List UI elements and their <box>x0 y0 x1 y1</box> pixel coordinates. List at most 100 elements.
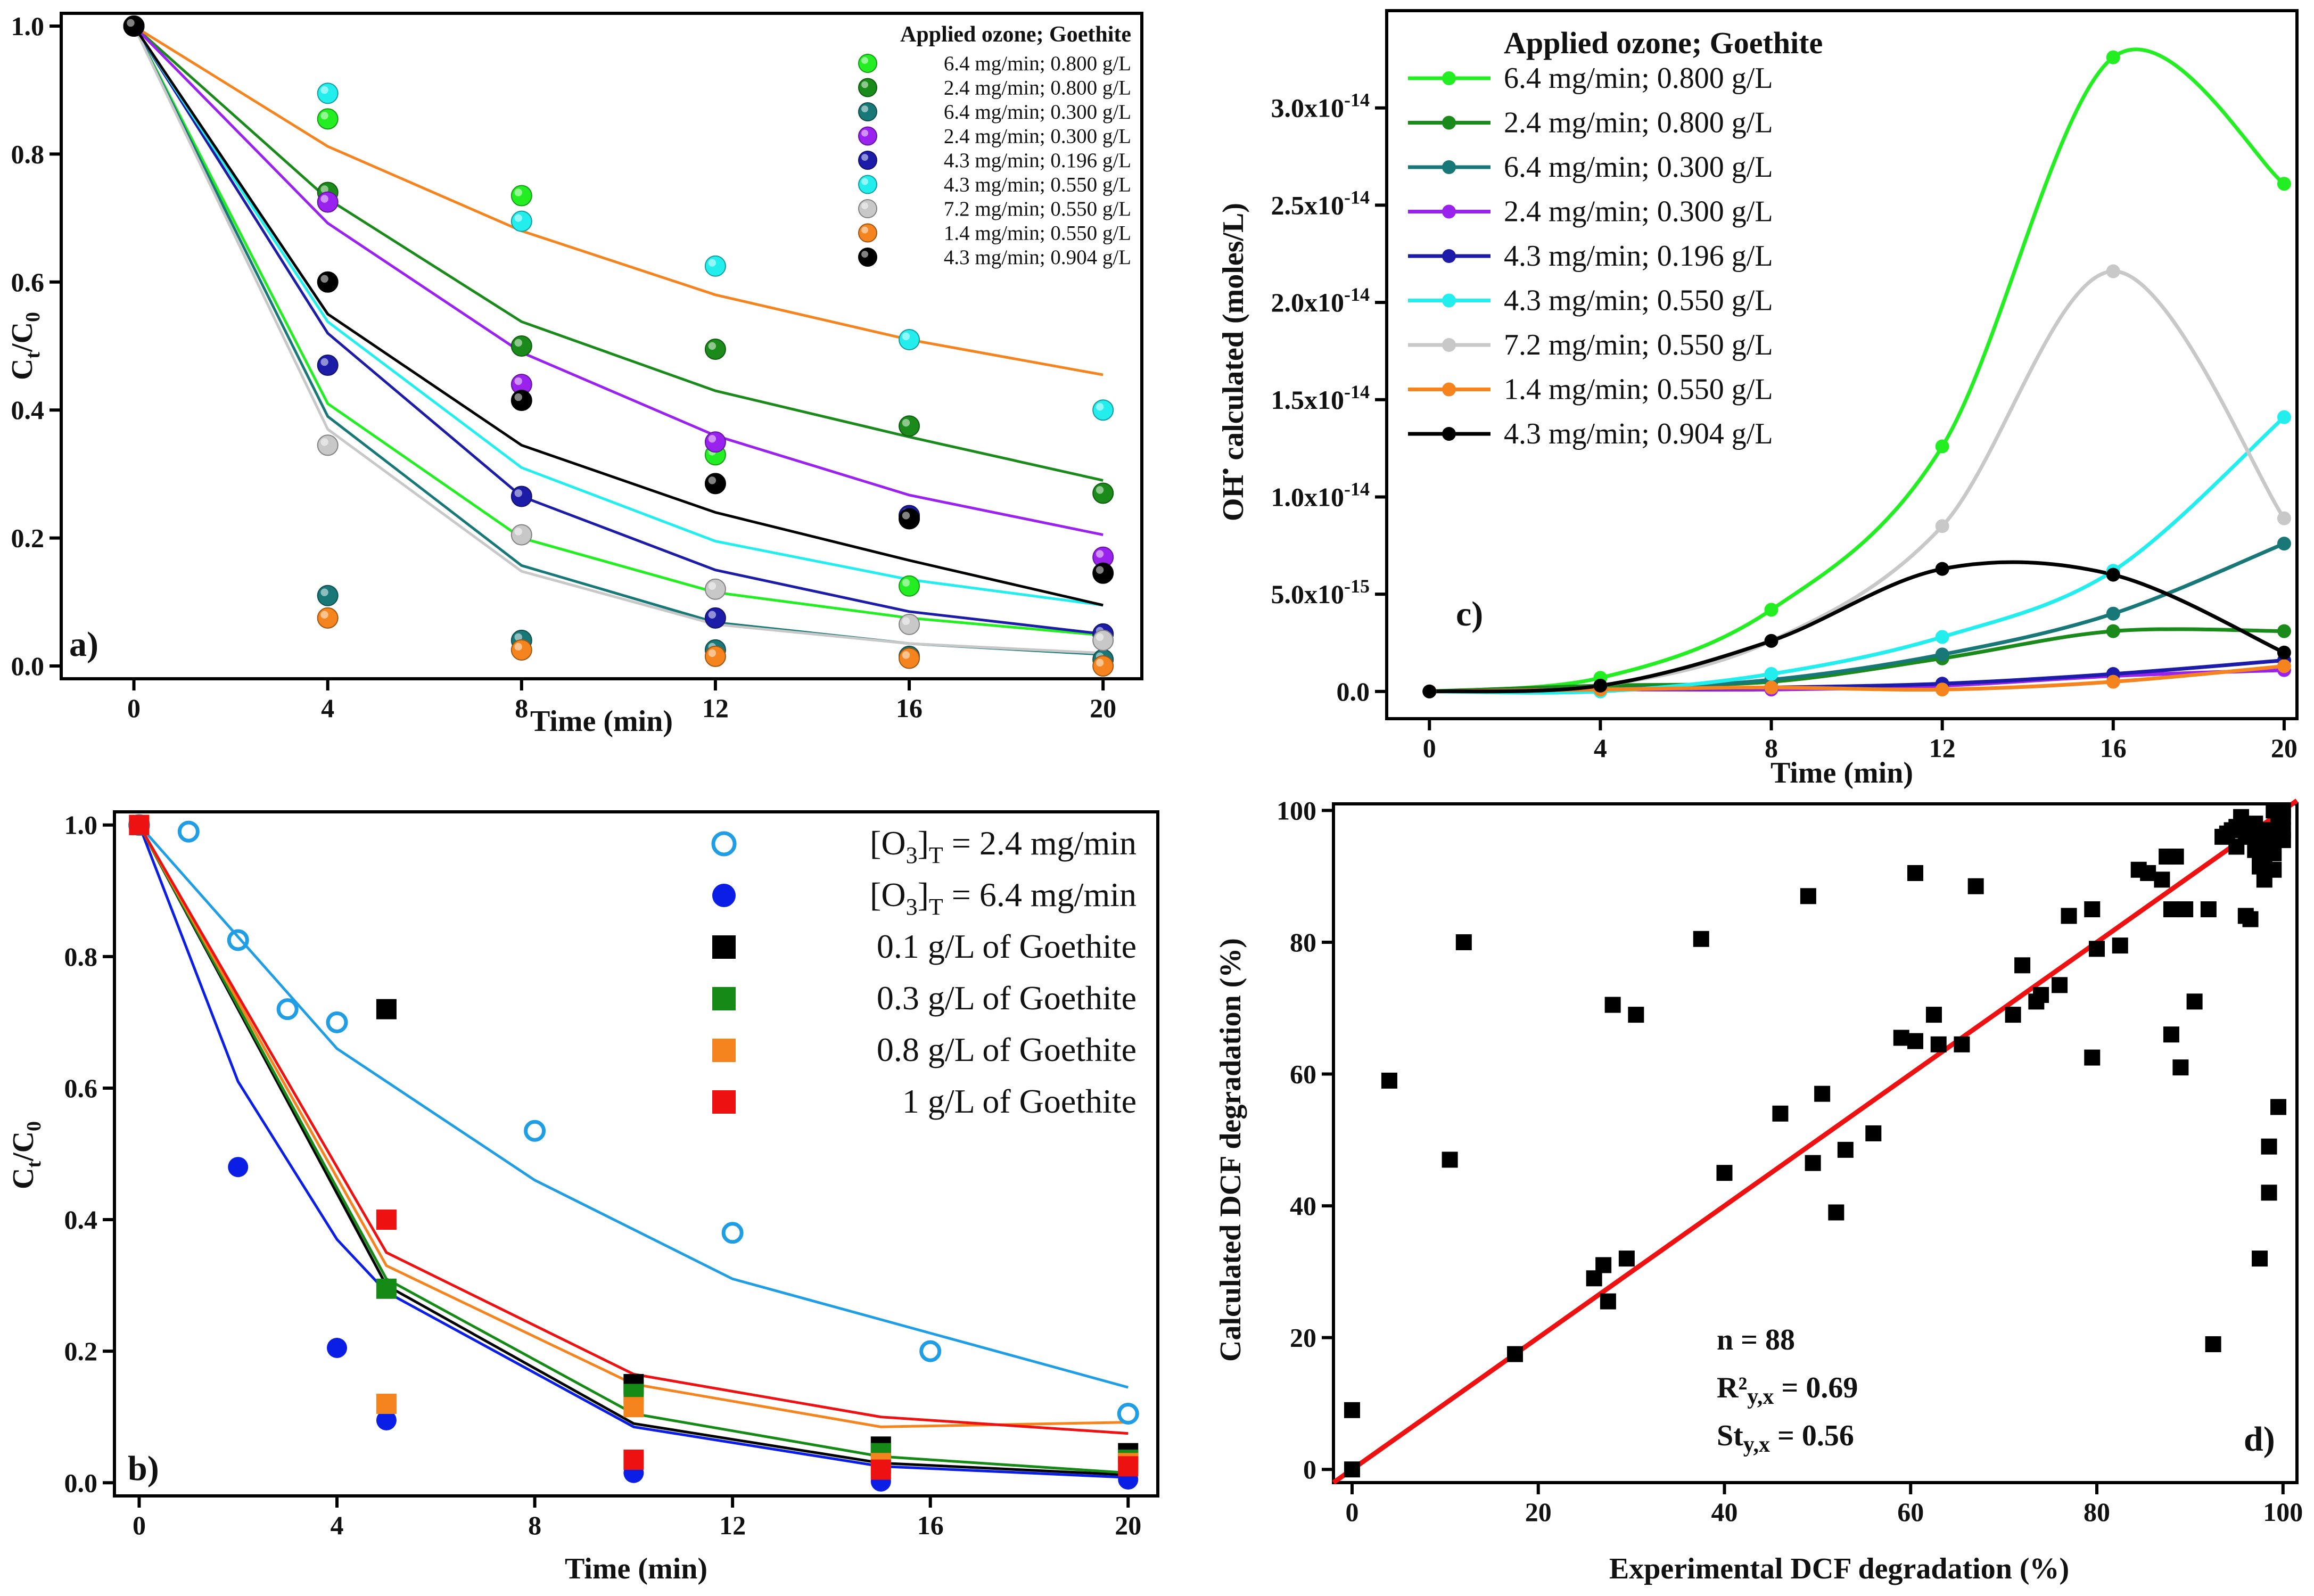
data-point-b <box>721 1222 744 1244</box>
plot-frame-d <box>1332 802 2299 1484</box>
data-point-a-highlight <box>708 582 717 590</box>
c-y-tick-exponent: -14 <box>1344 478 1370 499</box>
data-point-a-highlight <box>514 188 522 196</box>
panel-label-a: a) <box>69 625 98 664</box>
data-point-b <box>177 820 200 843</box>
data-point-b <box>1118 1456 1139 1477</box>
data-point-d <box>2089 941 2105 957</box>
data-point-d <box>1381 1072 1397 1089</box>
legend-label-c: 2.4 mg/min; 0.800 g/L <box>1504 106 1773 139</box>
data-point-a-highlight <box>127 19 135 27</box>
data-point-a-highlight <box>708 476 717 484</box>
data-point-a-highlight <box>320 86 328 94</box>
ticks-d: 0 20 40 60 80 100 0 20 40 60 80 100 <box>1277 795 2303 1527</box>
data-point-d <box>1930 1036 1947 1052</box>
y-axis-title-d: Calculated DCF degradation (%) <box>1214 938 1247 1362</box>
chart-panel-d: 0 20 40 60 80 100 0 20 40 60 80 100 Experimental DC… <box>1214 795 2303 1585</box>
markers-d <box>1344 802 2291 1478</box>
data-point-d <box>2084 1049 2101 1066</box>
data-point-a <box>899 613 920 635</box>
data-point-a <box>317 355 339 376</box>
data-point-a-highlight <box>514 633 522 641</box>
data-point-c <box>2277 645 2291 660</box>
legend-label-a: 4.3 mg/min; 0.550 g/L <box>944 174 1131 196</box>
data-point-a-highlight <box>514 489 522 497</box>
data-point-a <box>899 647 920 669</box>
data-point-a <box>899 575 920 597</box>
regression-line <box>1332 799 2299 1485</box>
a-x-tick-label: 8 <box>515 693 528 723</box>
b-y-tick-label: 0.0 <box>64 1468 98 1498</box>
legend-marker-c <box>1442 293 1456 308</box>
data-point-b <box>228 1157 249 1178</box>
c-y-tick-exponent: -14 <box>1344 89 1370 111</box>
data-point-c <box>2277 624 2291 638</box>
data-point-b <box>376 1278 397 1299</box>
data-point-a <box>123 15 145 37</box>
fit-line-b <box>138 824 1129 1435</box>
b-x-tick-label: 20 <box>1115 1510 1141 1540</box>
b-x-tick-label: 16 <box>917 1510 944 1540</box>
data-point-b <box>327 1337 348 1358</box>
data-point-d <box>2177 901 2194 918</box>
data-point-b <box>376 1394 397 1414</box>
data-point-d <box>1828 1204 1844 1221</box>
fit-line-a <box>133 25 1104 655</box>
x-axis-title-c: Time (min) <box>1771 756 1913 789</box>
legend-c: 6.4 mg/min; 0.800 g/L 2.4 mg/min; 0.800 g… <box>1408 62 1773 450</box>
data-point-a <box>1092 629 1114 651</box>
data-point-d <box>2163 901 2179 918</box>
plot-frame-a <box>60 12 1143 680</box>
legend-marker-b <box>712 1090 736 1114</box>
legend-label-b-part: [O <box>870 876 906 914</box>
c-y-tick-label: 1.5x10-14 <box>1271 381 1370 415</box>
data-point-a <box>317 271 339 293</box>
data-point-c <box>1764 603 1778 617</box>
legend-label-a: 6.4 mg/min; 0.300 g/L <box>944 101 1131 124</box>
b-x-tick-label: 8 <box>528 1510 541 1540</box>
series-line-c <box>1429 560 2285 694</box>
data-point-a <box>510 210 532 232</box>
legend-label-c: 4.3 mg/min; 0.196 g/L <box>1504 240 1773 273</box>
a-x-tick-label: 12 <box>702 693 729 723</box>
data-point-d <box>2200 901 2217 918</box>
data-point-a-highlight <box>320 275 328 283</box>
y-axis-title-b: Ct/C0 <box>7 1121 45 1189</box>
data-point-b <box>919 1340 942 1362</box>
plot-frame-c <box>1385 9 2299 720</box>
x-axis-title-a: Time (min) <box>530 705 673 738</box>
c-y-tick-label: 3.0x10-14 <box>1271 89 1370 123</box>
d-y-tick-label: 80 <box>1290 927 1316 957</box>
data-point-d <box>2266 802 2282 819</box>
data-point-a-highlight <box>902 332 910 341</box>
data-point-b <box>129 815 150 835</box>
legend-marker-c <box>1442 338 1456 352</box>
legend-marker-c <box>1442 160 1456 174</box>
legend-label-b: 0.1 g/L of Goethite <box>877 927 1137 965</box>
data-point-a-highlight <box>514 339 522 347</box>
stat-r2: R²y,x = 0.69 <box>1717 1371 1858 1409</box>
legend-label-a: 4.3 mg/min; 0.196 g/L <box>944 149 1131 172</box>
c-y-tick-mantissa: 1.5x10 <box>1271 385 1345 415</box>
stat-st-main: St <box>1717 1419 1743 1452</box>
legend-marker-b <box>712 1039 736 1062</box>
data-point-a <box>510 185 532 207</box>
legend-marker-a-highlight <box>861 81 869 88</box>
data-point-a-highlight <box>514 393 522 401</box>
fit-line-a <box>133 24 1104 376</box>
data-point-d <box>1907 1033 1923 1049</box>
data-point-a <box>1092 399 1114 421</box>
c-x-tick-label: 12 <box>1929 733 1956 763</box>
data-point-d <box>2014 957 2031 974</box>
fit-line-a <box>133 25 1104 537</box>
legend-marker-a <box>858 248 877 267</box>
d-y-tick-label: 60 <box>1290 1059 1316 1089</box>
data-point-d <box>1805 1155 1821 1171</box>
data-point-a <box>704 255 726 277</box>
data-point-a-highlight <box>902 651 910 659</box>
legend-label-a: 2.4 mg/min; 0.300 g/L <box>944 125 1131 148</box>
data-point-a-highlight <box>320 588 328 596</box>
data-point-d <box>2252 1251 2268 1267</box>
series-lines-c <box>1429 47 2286 695</box>
legend-label-b-part: 3 <box>906 842 918 868</box>
